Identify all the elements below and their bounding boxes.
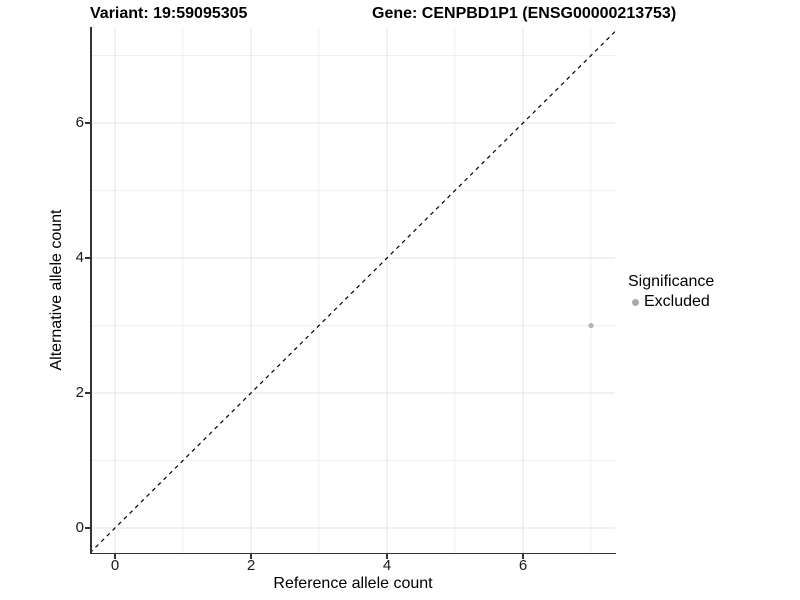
- legend-dot-icon: [632, 298, 639, 306]
- identity-dashed-line: [91, 30, 615, 553]
- y-axis-line: [90, 27, 92, 554]
- x-axis-line: [90, 552, 616, 555]
- legend-item-label: Excluded: [644, 293, 710, 310]
- data-point: [588, 322, 594, 329]
- y-tick-label: 0: [75, 519, 84, 536]
- x-tick-label: 0: [110, 557, 120, 574]
- legend-title: Significance: [628, 273, 715, 290]
- y-tick-label: 4: [75, 249, 84, 266]
- plot-area-svg: [91, 27, 615, 553]
- x-tick-mark: [114, 553, 116, 559]
- plot-title-variant: Variant: 19:59095305: [90, 5, 248, 22]
- y-tick-mark: [85, 392, 90, 394]
- x-tick-label: 4: [382, 557, 392, 574]
- y-tick-label: 6: [75, 114, 84, 131]
- y-tick-mark: [85, 527, 90, 529]
- y-axis-title: Alternative allele count: [48, 209, 65, 371]
- x-tick-mark: [386, 553, 388, 559]
- x-tick-mark: [250, 553, 252, 559]
- y-tick-mark: [85, 257, 90, 259]
- x-tick-label: 2: [246, 557, 256, 574]
- plot-panel: [91, 27, 615, 553]
- legend: Significance Excluded: [628, 273, 714, 311]
- x-tick-label: 6: [518, 557, 528, 574]
- x-axis-title: Reference allele count: [273, 575, 433, 592]
- legend-item-excluded: Excluded: [628, 293, 714, 311]
- plot-title-gene: Gene: CENPBD1P1 (ENSG00000213753): [372, 5, 677, 22]
- x-tick-mark: [522, 553, 524, 559]
- y-tick-mark: [85, 122, 90, 124]
- y-tick-label: 2: [75, 384, 84, 401]
